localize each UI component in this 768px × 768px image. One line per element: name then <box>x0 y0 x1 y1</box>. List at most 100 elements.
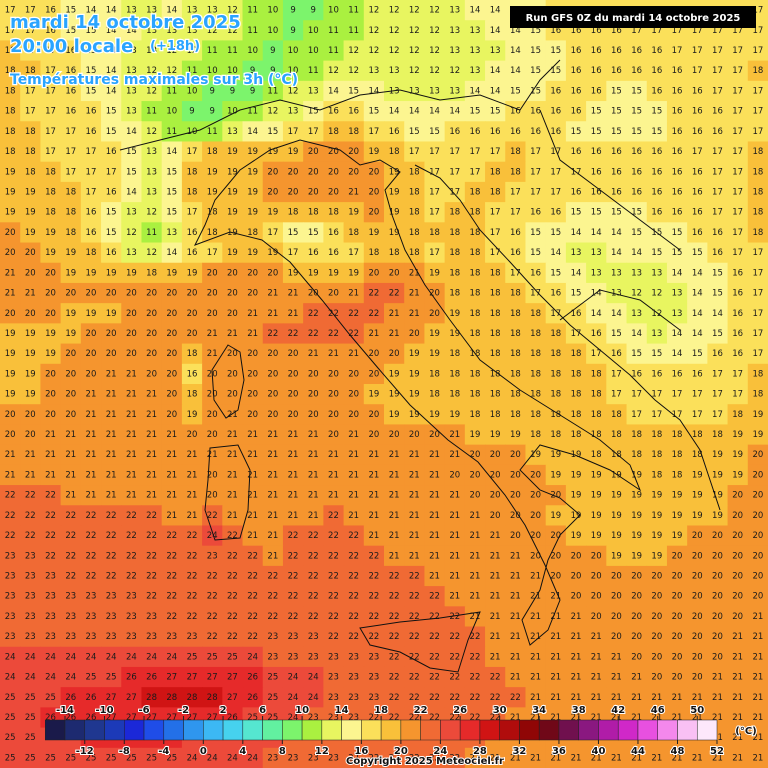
temp-value: 20 <box>732 491 743 501</box>
temp-value: 16 <box>692 228 703 238</box>
temp-value: 22 <box>429 673 440 683</box>
temp-value: 20 <box>449 470 460 480</box>
temp-value: 19 <box>692 470 703 480</box>
temp-value: 15 <box>126 147 137 157</box>
temp-value: 20 <box>267 349 278 359</box>
temp-value: 15 <box>106 228 117 238</box>
temp-value: 15 <box>126 167 137 177</box>
temp-value: 24 <box>65 652 76 662</box>
temp-value: 28 <box>207 693 218 703</box>
temp-value: 21 <box>530 673 541 683</box>
temp-cell <box>121 101 142 122</box>
temp-value: 27 <box>227 693 238 703</box>
temp-cell <box>384 20 405 41</box>
temp-value: 16 <box>530 127 541 137</box>
temp-value: 23 <box>25 632 36 642</box>
temp-value: 12 <box>288 86 299 96</box>
legend-swatch <box>598 719 619 741</box>
temp-value: 22 <box>45 511 56 521</box>
temp-value: 22 <box>348 309 359 319</box>
temp-value: 21 <box>692 693 703 703</box>
temp-cell <box>525 40 547 62</box>
temp-cell <box>101 242 122 264</box>
temp-value: 20 <box>288 349 299 359</box>
temp-value: 11 <box>146 107 157 117</box>
temp-value: 19 <box>409 410 420 420</box>
temp-value: 13 <box>470 26 481 36</box>
temp-cell <box>586 121 607 142</box>
temp-value: 18 <box>611 450 622 460</box>
temp-value: 16 <box>106 147 117 157</box>
temp-value: 19 <box>247 248 258 258</box>
temp-value: 20 <box>348 369 359 379</box>
temp-cell <box>363 40 385 62</box>
temp-value: 18 <box>470 329 481 339</box>
temp-cell <box>40 222 62 244</box>
legend-swatch <box>459 719 481 741</box>
temp-value: 18 <box>207 208 218 218</box>
temp-value: 20 <box>712 612 723 622</box>
temp-cell <box>80 242 102 264</box>
temp-value: 17 <box>348 248 359 258</box>
temp-value: 27 <box>187 673 198 683</box>
temp-cell <box>0 181 21 203</box>
temp-cell <box>181 40 203 62</box>
temp-value: 22 <box>429 612 440 622</box>
temp-value: 22 <box>247 551 258 561</box>
temp-cell <box>384 101 405 122</box>
temp-value: 18 <box>5 86 16 96</box>
temp-value: 22 <box>368 612 379 622</box>
temp-value: 17 <box>732 147 743 157</box>
temp-value: 17 <box>752 107 763 117</box>
temp-value: 21 <box>348 430 359 440</box>
temp-value: 18 <box>490 289 501 299</box>
temp-cell <box>687 60 708 82</box>
temp-value: 16 <box>672 147 683 157</box>
temp-cell <box>343 161 365 183</box>
temp-cell <box>727 60 749 82</box>
temp-value: 19 <box>25 329 36 339</box>
temp-value: 18 <box>328 208 339 218</box>
temp-cell <box>666 40 688 62</box>
temp-value: 21 <box>308 511 319 521</box>
temp-cell <box>121 181 142 203</box>
temp-cell <box>141 242 163 264</box>
temp-value: 21 <box>510 652 521 662</box>
temp-cell <box>60 242 82 264</box>
temp-cell <box>485 101 506 122</box>
temp-cell <box>444 161 466 183</box>
temp-value: 16 <box>45 6 56 16</box>
temp-value: 22 <box>429 652 440 662</box>
temp-value: 14 <box>106 86 117 96</box>
temp-value: 14 <box>247 127 258 137</box>
temp-cell <box>181 20 203 41</box>
temp-value: 25 <box>25 713 36 723</box>
temp-value: 22 <box>86 531 97 541</box>
temp-value: 22 <box>368 309 379 319</box>
temp-value: 18 <box>86 248 97 258</box>
temp-cell <box>707 262 729 284</box>
temp-value: 21 <box>591 632 602 642</box>
forecast-lead: (+18h) <box>150 39 200 54</box>
temp-value: 16 <box>611 147 622 157</box>
temp-value: 17 <box>368 127 379 137</box>
temp-value: 17 <box>45 86 56 96</box>
temp-cell <box>141 101 163 122</box>
temp-value: 15 <box>571 289 582 299</box>
temp-value: 17 <box>45 66 56 76</box>
temp-value: 21 <box>288 430 299 440</box>
temp-cell <box>565 80 587 102</box>
temp-cell <box>666 80 688 102</box>
temp-value: 23 <box>25 612 36 622</box>
temp-value: 19 <box>368 228 379 238</box>
temp-cell <box>545 262 567 284</box>
temp-value: 13 <box>449 86 460 96</box>
temp-cell <box>101 181 122 203</box>
temp-value: 16 <box>672 167 683 177</box>
temp-value: 16 <box>571 66 582 76</box>
temp-cell <box>121 202 142 223</box>
temp-cell <box>505 40 526 62</box>
temp-value: 19 <box>187 410 198 420</box>
temp-value: 20 <box>368 188 379 198</box>
temp-value: 22 <box>166 592 177 602</box>
